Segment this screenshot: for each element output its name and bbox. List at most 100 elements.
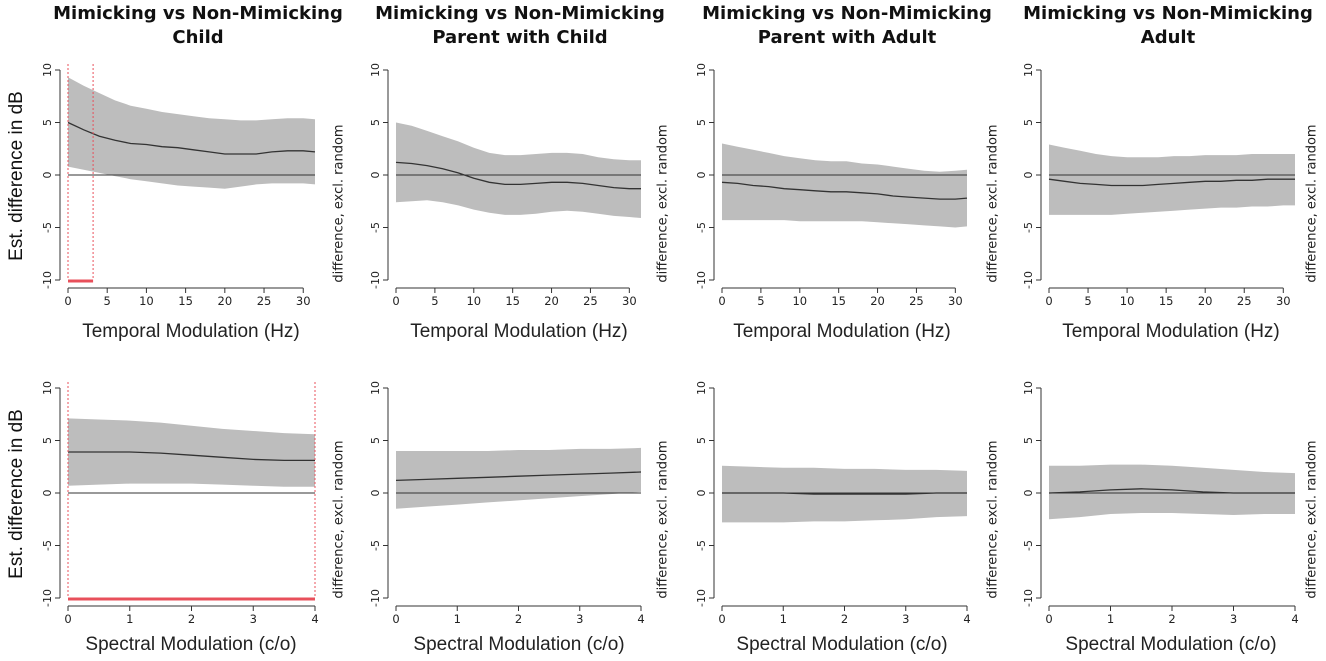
- x-tick-label-4: 10: [1120, 294, 1135, 308]
- confidence-band-4: [1049, 144, 1295, 215]
- y-tick-label-2: -5: [369, 222, 382, 233]
- x-tick-label-2: 5: [431, 294, 438, 308]
- x-tick-label-4: 20: [1198, 294, 1213, 308]
- confidence-band-5: [68, 418, 315, 487]
- y-tick-label-1: -10: [41, 271, 54, 289]
- column-title-1: Mimicking vs Non-Mimicking Child: [48, 2, 348, 50]
- x-tick-label-4: 0: [1045, 294, 1052, 308]
- y-tick-label-2: 5: [369, 119, 382, 126]
- estimate-line-3: [721, 181, 968, 200]
- xlabel-r1-c3: Temporal Modulation (Hz): [733, 321, 951, 342]
- x-tick-label-4: 5: [1084, 294, 1091, 308]
- y-tick-label-4: -5: [1022, 222, 1035, 233]
- x-tick-label-3: 15: [831, 294, 846, 308]
- xlabel-r1-c4: Temporal Modulation (Hz): [1062, 321, 1280, 342]
- x-tick-label-4: 25: [1237, 294, 1252, 308]
- y-tick-label-2: -10: [369, 271, 382, 289]
- panel-1: -10 -5 0 5 10 0 5 10 15 20 25 30: [41, 63, 316, 308]
- panel-4: -10 -5 0 5 10 0 5 10 15 20 25 30: [1022, 63, 1295, 308]
- x-tick-label-5: 4: [311, 612, 318, 626]
- y-tick-label-3: -5: [695, 222, 708, 233]
- y-tick-label-8: 5: [1022, 437, 1035, 444]
- y-tick-label-7: -10: [695, 589, 708, 607]
- column-title-4-line1: Mimicking vs Non-Mimicking: [1023, 3, 1313, 24]
- y-tick-label-6: -10: [369, 589, 382, 607]
- y-tick-label-2: 0: [369, 172, 382, 179]
- y-tick-label-1: 0: [41, 172, 54, 179]
- x-tick-label-4: 15: [1159, 294, 1174, 308]
- y-tick-label-2: 10: [369, 63, 382, 77]
- y-tick-label-5: 10: [41, 381, 54, 395]
- y-tick-label-5: -10: [41, 589, 54, 607]
- y-tick-label-7: 5: [695, 437, 708, 444]
- x-tick-label-5: 2: [188, 612, 195, 626]
- x-tick-label-1: 20: [218, 294, 233, 308]
- x-tick-label-5: 0: [64, 612, 71, 626]
- x-tick-label-7: 0: [718, 612, 725, 626]
- y-tick-label-3: -10: [695, 271, 708, 289]
- y-tick-label-6: -5: [369, 540, 382, 551]
- y-tick-label-6: 10: [369, 381, 382, 395]
- y-tick-label-5: 0: [41, 490, 54, 497]
- x-tick-label-3: 0: [718, 294, 725, 308]
- x-tick-label-1: 15: [178, 294, 193, 308]
- xlabel-r1-c1: Temporal Modulation (Hz): [82, 321, 300, 342]
- xlabel-r2-c4: Spectral Modulation (c/o): [1065, 634, 1277, 655]
- y-tick-label-6: 5: [369, 437, 382, 444]
- panel-6: -10 -5 0 5 10 0 1 2 3 4: [369, 381, 645, 626]
- x-tick-label-2: 30: [622, 294, 637, 308]
- y-tick-label-3: 10: [695, 63, 708, 77]
- confidence-band-6: [396, 447, 641, 509]
- y-tick-label-1: -5: [41, 222, 54, 233]
- y-tick-label-8: -5: [1022, 540, 1035, 551]
- y-tick-label-4: -10: [1022, 271, 1035, 289]
- x-tick-label-1: 5: [104, 294, 111, 308]
- column-title-4-line2: Adult: [1140, 27, 1196, 48]
- y-tick-label-4: 10: [1022, 63, 1035, 77]
- column-title-2-line2: Parent with Child: [432, 27, 608, 48]
- column-title-3: Mimicking vs Non-Mimicking Parent with A…: [697, 2, 997, 50]
- x-tick-label-2: 15: [505, 294, 520, 308]
- x-tick-label-3: 25: [909, 294, 924, 308]
- y-tick-label-3: 5: [695, 119, 708, 126]
- x-tick-label-7: 4: [963, 612, 970, 626]
- x-tick-label-8: 3: [1230, 612, 1237, 626]
- y-tick-label-1: 10: [41, 63, 54, 77]
- x-tick-label-7: 2: [841, 612, 848, 626]
- x-tick-label-2: 0: [392, 294, 399, 308]
- y-tick-label-1: 5: [41, 119, 54, 126]
- x-tick-label-2: 25: [583, 294, 598, 308]
- x-tick-label-1: 25: [257, 294, 272, 308]
- x-tick-label-2: 10: [466, 294, 481, 308]
- column-title-4: Mimicking vs Non-Mimicking Adult: [1018, 2, 1318, 50]
- x-tick-label-7: 1: [780, 612, 787, 626]
- x-tick-label-1: 10: [139, 294, 154, 308]
- x-tick-label-4: 30: [1276, 294, 1291, 308]
- xlabel-r1-c2: Temporal Modulation (Hz): [410, 321, 628, 342]
- y-tick-label-8: -10: [1022, 589, 1035, 607]
- column-title-2: Mimicking vs Non-Mimicking Parent with C…: [370, 2, 670, 50]
- x-tick-label-8: 0: [1045, 612, 1052, 626]
- confidence-band-1: [68, 77, 315, 189]
- panel-7: -10 -5 0 5 10 0 1 2 3 4: [695, 381, 971, 626]
- x-tick-label-6: 0: [392, 612, 399, 626]
- y-tick-label-7: 10: [695, 381, 708, 395]
- panel-2: -10 -5 0 5 10 0 5 10 15 20 25 30: [369, 63, 641, 308]
- x-tick-label-8: 2: [1168, 612, 1175, 626]
- x-tick-label-3: 20: [870, 294, 885, 308]
- estimate-line-5: [68, 451, 315, 462]
- y-tick-label-4: 5: [1022, 119, 1035, 126]
- x-tick-label-3: 5: [757, 294, 764, 308]
- x-tick-label-5: 1: [126, 612, 133, 626]
- confidence-band-8: [1049, 464, 1295, 520]
- xlabel-r2-c3: Spectral Modulation (c/o): [736, 634, 948, 655]
- y-tick-label-6: 0: [369, 490, 382, 497]
- x-tick-label-7: 3: [902, 612, 909, 626]
- confidence-band-2: [396, 122, 641, 218]
- x-tick-label-8: 1: [1107, 612, 1114, 626]
- y-tick-label-7: 0: [695, 490, 708, 497]
- panel-3: -10 -5 0 5 10 0 5 10 15 20 25 30: [695, 63, 968, 308]
- x-tick-label-6: 1: [454, 612, 461, 626]
- xlabel-r2-c2: Spectral Modulation (c/o): [413, 634, 625, 655]
